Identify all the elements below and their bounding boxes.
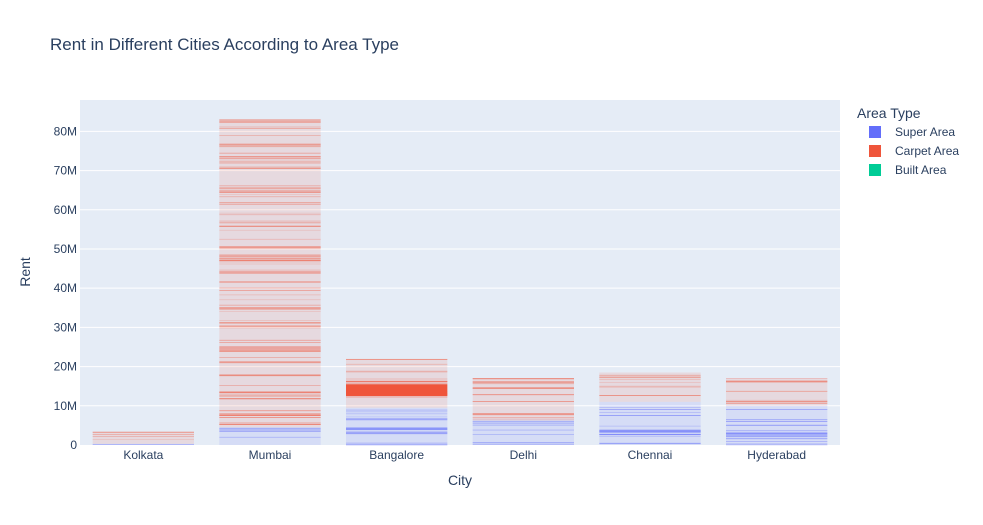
- legend-swatch[interactable]: [869, 126, 881, 138]
- legend-title: Area Type: [857, 105, 921, 121]
- bar-segment[interactable]: [599, 401, 701, 445]
- y-tick-label: 60M: [54, 203, 77, 217]
- chart-title: Rent in Different Cities According to Ar…: [50, 35, 399, 54]
- legend-swatch[interactable]: [869, 164, 881, 176]
- x-tick-label: Kolkata: [123, 448, 163, 462]
- plot-background: [80, 100, 840, 445]
- y-tick-label: 10M: [54, 399, 77, 413]
- y-tick-label: 50M: [54, 242, 77, 256]
- y-axis-label: Rent: [17, 257, 33, 287]
- bar-segment[interactable]: [472, 378, 574, 420]
- bar-segment[interactable]: [92, 443, 194, 445]
- y-tick-label: 80M: [54, 124, 77, 138]
- x-tick-label: Delhi: [510, 448, 537, 462]
- bars-group: [92, 119, 828, 446]
- legend[interactable]: Area Type Super Area Carpet Area Built Are…: [857, 105, 959, 177]
- legend-item-label[interactable]: Super Area: [895, 125, 955, 139]
- legend-swatch[interactable]: [869, 145, 881, 157]
- gridlines: [80, 130, 840, 407]
- y-axis-ticks: 0 10M 20M 30M 40M 50M 60M 70M 80M: [54, 124, 78, 452]
- x-tick-label: Hyderabad: [747, 448, 806, 462]
- y-tick-label: 20M: [54, 360, 77, 374]
- legend-item-label[interactable]: Carpet Area: [895, 144, 959, 158]
- bar-segment[interactable]: [472, 419, 574, 445]
- bar-segment[interactable]: [346, 407, 448, 445]
- y-tick-label: 0: [70, 438, 77, 452]
- y-tick-label: 70M: [54, 164, 77, 178]
- x-tick-label: Chennai: [628, 448, 673, 462]
- x-tick-label: Mumbai: [249, 448, 292, 462]
- bar-dense-block: [346, 384, 448, 396]
- x-tick-label: Bangalore: [369, 448, 424, 462]
- x-axis-ticks: Kolkata Mumbai Bangalore Delhi Chennai Hydera…: [123, 448, 806, 462]
- bar-segment[interactable]: [599, 372, 701, 402]
- y-tick-label: 40M: [54, 281, 77, 295]
- legend-item-label[interactable]: Built Area: [895, 163, 947, 177]
- y-tick-label: 30M: [54, 320, 77, 334]
- bar-segment[interactable]: [219, 427, 321, 445]
- bar-segment[interactable]: [92, 431, 194, 444]
- x-axis-label: City: [448, 472, 472, 488]
- bar-segment[interactable]: [346, 358, 448, 408]
